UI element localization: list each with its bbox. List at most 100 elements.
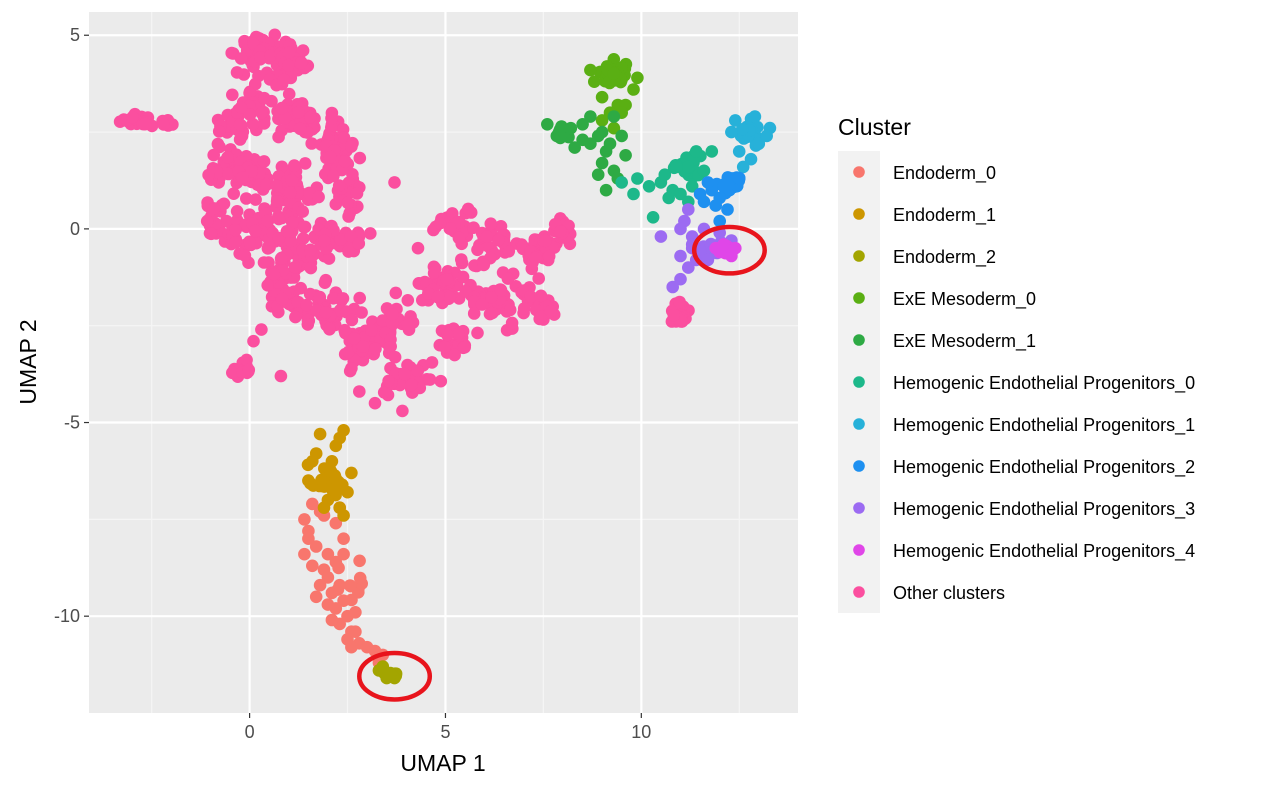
data-point bbox=[532, 272, 545, 285]
data-point bbox=[304, 110, 317, 124]
data-point bbox=[517, 302, 531, 315]
data-point bbox=[383, 341, 396, 354]
data-point bbox=[423, 373, 437, 386]
series-hemogenic-endothelial-progenitors-1 bbox=[725, 110, 777, 174]
data-point bbox=[297, 220, 311, 234]
data-point bbox=[752, 137, 766, 150]
data-point bbox=[584, 63, 597, 77]
data-point bbox=[584, 110, 597, 123]
data-point bbox=[337, 532, 350, 545]
data-point bbox=[446, 207, 459, 220]
data-point bbox=[325, 455, 339, 468]
data-point bbox=[468, 259, 481, 272]
points-layer bbox=[113, 28, 777, 685]
data-point bbox=[411, 364, 424, 378]
data-point bbox=[302, 524, 315, 538]
data-point bbox=[240, 353, 253, 367]
data-point bbox=[274, 252, 288, 265]
data-point bbox=[329, 555, 343, 569]
data-point bbox=[349, 625, 362, 638]
data-point bbox=[568, 141, 581, 154]
y-tick-label: 5 bbox=[70, 25, 80, 45]
data-point bbox=[732, 145, 746, 158]
data-point bbox=[275, 101, 289, 115]
data-point bbox=[503, 303, 517, 317]
data-point bbox=[349, 606, 362, 619]
data-point bbox=[341, 196, 355, 210]
data-point bbox=[226, 366, 239, 380]
data-point bbox=[434, 374, 448, 388]
data-point bbox=[384, 668, 397, 681]
data-point bbox=[270, 195, 284, 208]
data-point bbox=[309, 540, 323, 553]
data-point bbox=[735, 123, 749, 136]
data-point bbox=[282, 59, 295, 72]
data-point bbox=[461, 202, 475, 216]
data-point bbox=[234, 101, 248, 114]
data-point bbox=[542, 249, 556, 263]
data-point bbox=[729, 241, 742, 255]
data-point bbox=[240, 192, 253, 205]
data-point bbox=[717, 180, 730, 193]
data-point bbox=[157, 118, 170, 131]
data-point bbox=[658, 168, 672, 181]
data-point bbox=[229, 223, 242, 237]
data-point bbox=[377, 386, 391, 399]
data-point bbox=[325, 111, 338, 125]
annotations-layer bbox=[357, 224, 767, 702]
legend-label: Other clusters bbox=[893, 583, 1005, 603]
data-point bbox=[674, 249, 687, 263]
legend-title: Cluster bbox=[838, 114, 911, 140]
annotation-ellipse bbox=[691, 224, 767, 276]
data-point bbox=[282, 46, 296, 59]
data-point bbox=[631, 71, 644, 85]
data-point bbox=[303, 287, 317, 301]
data-point bbox=[305, 137, 319, 150]
data-point bbox=[242, 363, 256, 377]
data-point bbox=[441, 328, 454, 342]
data-point bbox=[458, 341, 472, 354]
legend-key bbox=[853, 586, 865, 598]
data-point bbox=[313, 290, 327, 304]
y-axis-title: UMAP 2 bbox=[15, 319, 41, 404]
data-point bbox=[321, 598, 335, 611]
data-point bbox=[342, 345, 355, 359]
data-point bbox=[452, 327, 465, 341]
data-point bbox=[443, 290, 456, 304]
data-point bbox=[230, 205, 244, 218]
data-point bbox=[304, 261, 318, 275]
data-point bbox=[274, 369, 288, 383]
data-point bbox=[293, 122, 307, 136]
data-point bbox=[615, 176, 628, 189]
data-point bbox=[654, 230, 668, 243]
data-point bbox=[138, 117, 152, 131]
x-axis-ticks: 0 5 10 bbox=[245, 713, 651, 742]
data-point bbox=[323, 150, 337, 164]
data-point bbox=[249, 193, 262, 206]
x-axis-title: UMAP 1 bbox=[400, 750, 485, 776]
data-point bbox=[261, 279, 275, 292]
data-point bbox=[248, 224, 262, 238]
legend-label: Hemogenic Endothelial Progenitors_3 bbox=[893, 499, 1195, 520]
plot-panel-background bbox=[89, 12, 798, 713]
data-point bbox=[337, 509, 350, 522]
legend-key bbox=[853, 376, 865, 388]
data-point bbox=[505, 316, 519, 330]
data-point bbox=[337, 547, 350, 561]
data-point bbox=[681, 160, 695, 174]
data-point bbox=[732, 172, 746, 185]
data-point bbox=[401, 318, 415, 332]
series-exe-mesoderm-1 bbox=[541, 110, 632, 197]
data-point bbox=[615, 129, 628, 143]
data-point bbox=[343, 579, 357, 592]
data-point bbox=[353, 151, 367, 165]
data-point bbox=[595, 156, 609, 170]
data-point bbox=[337, 594, 350, 607]
data-point bbox=[312, 190, 325, 204]
data-point bbox=[333, 578, 347, 592]
data-point bbox=[729, 114, 742, 127]
data-point bbox=[584, 137, 597, 150]
data-point bbox=[389, 286, 403, 300]
data-point bbox=[760, 129, 773, 143]
data-point bbox=[564, 121, 578, 135]
